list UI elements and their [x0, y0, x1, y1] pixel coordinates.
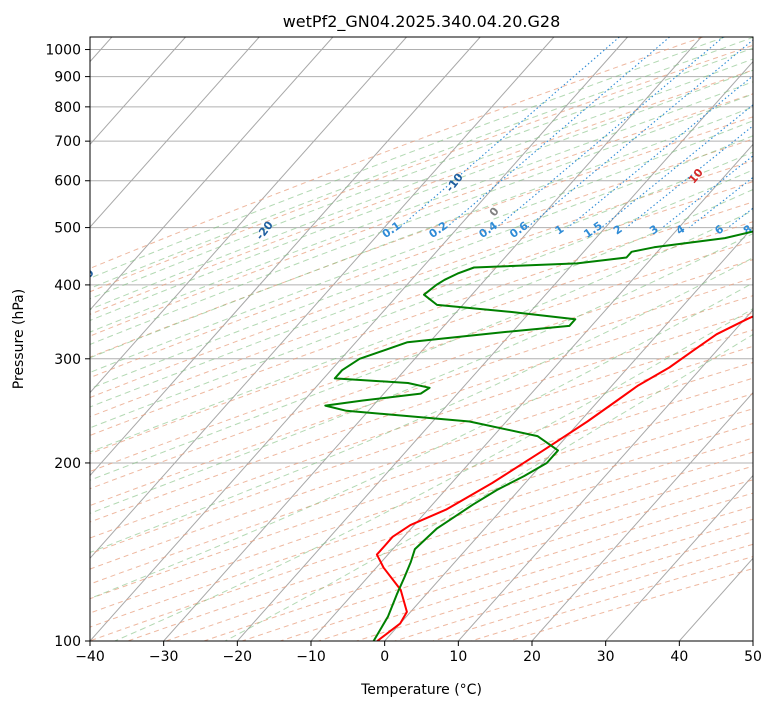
- x-tick-label: 10: [449, 649, 467, 665]
- y-tick-label: 1000: [45, 43, 81, 59]
- y-tick-label: 400: [54, 278, 81, 294]
- y-tick-label: 700: [54, 134, 81, 150]
- y-tick-label: 900: [54, 70, 81, 86]
- y-tick-label: 200: [54, 456, 81, 472]
- x-tick-label: −10: [296, 649, 326, 665]
- x-axis-label: Temperature (°C): [360, 682, 482, 698]
- y-tick-label: 300: [54, 352, 81, 368]
- x-tick-label: 40: [670, 649, 688, 665]
- y-tick-label: 600: [54, 174, 81, 190]
- x-tick-label: −20: [223, 649, 253, 665]
- x-tick-label: −30: [149, 649, 179, 665]
- x-tick-label: 0: [380, 649, 389, 665]
- x-tick-label: −40: [75, 649, 105, 665]
- y-axis-label: Pressure (hPa): [11, 289, 27, 389]
- x-tick-label: 30: [597, 649, 615, 665]
- x-tick-label: 20: [523, 649, 541, 665]
- y-tick-label: 500: [54, 221, 81, 237]
- y-tick-label: 100: [54, 634, 81, 650]
- x-tick-label: 50: [744, 649, 762, 665]
- y-tick-label: 800: [54, 100, 81, 116]
- chart-title: wetPf2_GN04.2025.340.04.20.G28: [283, 12, 561, 32]
